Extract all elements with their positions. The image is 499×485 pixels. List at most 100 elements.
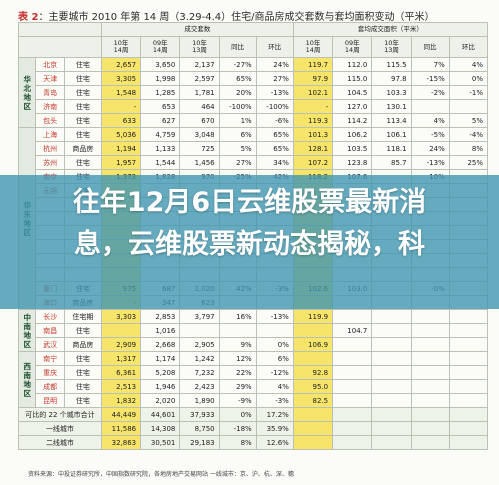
value-cell <box>332 337 373 352</box>
summary-value-cell: 44,449 <box>100 407 142 422</box>
value-cell <box>332 379 373 394</box>
value-cell: 670 <box>179 113 220 128</box>
value-cell: 6% <box>218 127 257 142</box>
value-cell: 25% <box>448 155 489 170</box>
value-cell: 65% <box>255 141 294 156</box>
summary-value-cell: 30,501 <box>140 435 181 450</box>
property-type-cell: 住宅 <box>63 393 102 408</box>
header-group-area: 套均成交面积（平米） <box>292 22 489 37</box>
value-cell: 5% <box>448 113 489 128</box>
value-cell: -13% <box>255 85 294 100</box>
value-cell: 103.3 <box>371 85 412 100</box>
table-row: 包头 住宅 633 627 670 1% -6% 119.3 114.2 113.4 4% 5% <box>19 113 489 128</box>
header-col-2: 10年 13周 <box>179 36 220 58</box>
value-cell <box>448 379 489 394</box>
value-cell: 34% <box>255 155 294 170</box>
header-col-3: 同比 <box>218 36 257 58</box>
value-cell: 20% <box>218 85 257 100</box>
value-cell: 1,548 <box>100 85 142 100</box>
value-cell <box>371 337 412 352</box>
value-cell <box>332 393 373 408</box>
value-cell <box>410 393 450 408</box>
table-row: 南昌 住宅 1,016 104.7 <box>19 323 489 338</box>
value-cell: 115.0 <box>332 71 373 86</box>
summary-value-cell <box>448 421 489 436</box>
property-type-cell: 商品房 <box>63 337 102 352</box>
value-cell: 130.1 <box>371 99 412 114</box>
property-type-cell: 住宅 <box>63 155 102 170</box>
value-cell: 3,305 <box>100 71 142 86</box>
value-cell: 0% <box>255 337 294 352</box>
value-cell: 114.2 <box>332 113 373 128</box>
value-cell: 29% <box>218 379 257 394</box>
value-cell: 24% <box>410 141 450 156</box>
region-cell: 中南地区 <box>17 309 37 352</box>
header-col-5: 10年 14周 <box>292 36 334 58</box>
table-row: 青岛 住宅 1,548 1,285 1,781 20% -13% 102.1 104.5 103.… <box>19 85 489 100</box>
value-cell: 115.5 <box>371 57 412 72</box>
table-body: 华北地区 北京 住宅 2,657 3,650 2,137 -27% 24% 119.7 112.0… <box>17 57 489 450</box>
property-type-cell: 住宅 <box>63 113 102 128</box>
table-row: 武汉 商品房 2,909 2,668 2,905 9% 0% 106.9 <box>19 337 489 352</box>
value-cell <box>255 323 294 338</box>
value-cell: 106.1 <box>371 127 412 142</box>
value-cell: 6% <box>255 351 294 366</box>
value-cell: 4,759 <box>140 127 181 142</box>
headline-line-1: 往年12月6日云维股票最新消 <box>72 187 427 218</box>
property-type-cell: 住宅期 <box>63 309 102 324</box>
summary-label: 可比的 22 个城市合计 <box>18 407 102 422</box>
value-cell: -5% <box>410 127 450 142</box>
header-col-8: 同比 <box>410 36 450 58</box>
value-cell: 123.8 <box>332 155 373 170</box>
summary-label: 一线城市 <box>18 421 102 436</box>
value-cell: 2,020 <box>140 393 181 408</box>
value-cell: 65% <box>255 127 294 142</box>
value-cell: 102.1 <box>292 85 334 100</box>
value-cell <box>410 309 450 324</box>
property-type-cell: 住宅 <box>63 71 102 86</box>
value-cell: - <box>100 99 142 114</box>
summary-value-cell: 17.2% <box>255 407 294 422</box>
table-number: 表 2 <box>18 12 39 23</box>
property-type-cell: 住宅 <box>63 323 102 338</box>
value-cell: 3,048 <box>179 127 220 142</box>
header-col-0: 10年 14周 <box>100 36 142 58</box>
property-type-cell: 住宅 <box>63 365 102 380</box>
value-cell <box>448 393 489 408</box>
value-cell: 119.9 <box>292 309 334 324</box>
value-cell <box>332 351 373 366</box>
property-type-cell: 住宅 <box>63 99 102 114</box>
value-cell: 1,174 <box>140 351 181 366</box>
headline-banner <box>0 175 499 309</box>
city-cell: 成都 <box>35 379 65 394</box>
value-cell: 1,016 <box>140 323 181 338</box>
value-cell: 633 <box>100 113 142 128</box>
summary-value-cell <box>371 435 412 450</box>
value-cell: 1,998 <box>140 71 181 86</box>
value-cell <box>371 365 412 380</box>
summary-value-cell <box>448 435 489 450</box>
headline[interactable]: 往年12月6日云维股票最新消 息，云维股票新动态揭秘，科 <box>0 182 499 300</box>
value-cell: 1% <box>218 113 257 128</box>
property-type-cell: 住宅 <box>63 57 102 72</box>
headline-line-2: 息，云维股票新动态揭秘，科 <box>74 229 425 260</box>
value-cell: 0% <box>448 71 489 86</box>
value-cell: 1,781 <box>179 85 220 100</box>
header-col-6: 09年 14周 <box>332 36 373 58</box>
table-row: 华东地区上海住宅5,0364,7593,0486%65%101.3106.210… <box>17 127 489 310</box>
summary-value-cell <box>332 407 373 422</box>
value-cell: 1,242 <box>179 351 220 366</box>
value-cell: -13% <box>410 155 450 170</box>
value-cell: 1,317 <box>100 351 142 366</box>
value-cell <box>448 351 489 366</box>
summary-value-cell <box>410 435 450 450</box>
value-cell: 3,650 <box>140 57 181 72</box>
value-cell: 2,909 <box>100 337 142 352</box>
value-cell <box>448 323 489 338</box>
value-cell: 7,232 <box>179 365 220 380</box>
value-cell: -4% <box>448 127 489 142</box>
value-cell <box>448 365 489 380</box>
value-cell: 6,361 <box>100 365 142 380</box>
summary-value-cell: 11,586 <box>100 421 142 436</box>
